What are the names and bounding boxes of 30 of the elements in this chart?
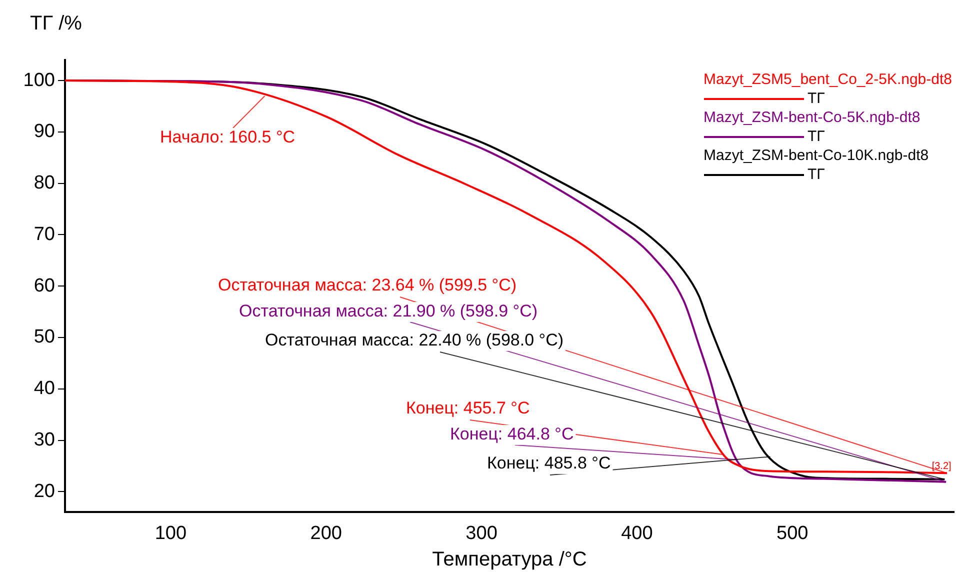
annotation: Конец: 485.8 °C [487, 454, 611, 473]
annotation: Остаточная масса: 21.90 % (598.9 °C) [239, 302, 538, 321]
y-tick-label: 70 [34, 224, 55, 245]
text: Mazyt_ZSM5_bent_Co_2-5K.ngb-dt8 [704, 70, 952, 89]
y-tick-label: 50 [34, 326, 55, 348]
x-axis-title: Температура /°C [432, 548, 587, 571]
y-tick-label: 80 [34, 172, 55, 194]
annotation: ТГ [808, 127, 825, 146]
annotation: [3.2] [932, 460, 952, 472]
x-tick-label: 300 [466, 522, 498, 544]
y-tick-label: 90 [34, 121, 55, 142]
x-tick-label: 100 [154, 522, 187, 544]
y-tick-label: 20 [34, 480, 55, 502]
x-tick-label: 400 [621, 522, 653, 544]
annotation: Начало: 160.5 °C [160, 128, 296, 147]
text: Mazyt_ZSM-bent-Co-5K.ngb-dt8 [704, 108, 922, 127]
y-tick-label: 60 [34, 275, 55, 296]
annotation: ТГ [808, 165, 825, 184]
annotation: ТГ [808, 89, 825, 108]
text: Mazyt_ZSM-bent-Co-10K.ngb-dt8 [704, 146, 930, 165]
annotation: Конец: 464.8 °C [450, 424, 574, 444]
y-tick-label: 40 [34, 378, 55, 400]
annotation: Остаточная масса: 23.64 % (599.5 °C) [218, 276, 517, 295]
y-axis-title: ТГ /% [30, 12, 82, 35]
y-tick-label: 100 [23, 70, 55, 91]
annotation: Остаточная масса: 22.40 % (598.0 °C) [265, 330, 564, 350]
x-tick-label: 500 [776, 522, 808, 544]
y-tick-label: 30 [34, 429, 55, 450]
x-tick-label: 200 [310, 522, 342, 544]
annotation: Конец: 455.7 °C [406, 398, 530, 418]
